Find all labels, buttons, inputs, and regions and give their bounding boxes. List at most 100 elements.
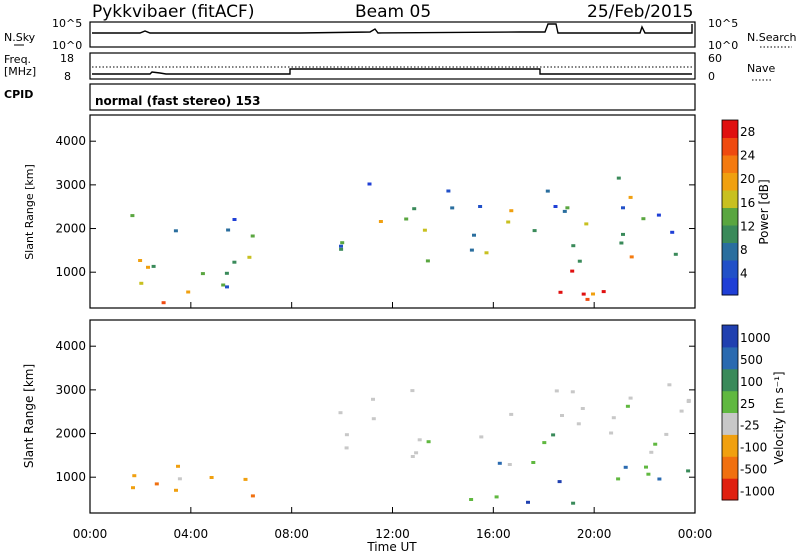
- velocity-colorbar: 1000 500 100 25 -25 -100 -500 -1000 Velocity [m…: [721, 324, 786, 501]
- velocity-echo-cell: [616, 477, 621, 481]
- velocity-echo-cell: [653, 442, 658, 446]
- date-label: 25/Feb/2015: [587, 2, 693, 22]
- velocity-echo-cell: [410, 455, 415, 458]
- velocity-echo-cell: [479, 435, 484, 439]
- power-echo-cell: [584, 222, 589, 226]
- power-echo-cell: [484, 251, 489, 255]
- velocity-colorbar-swatch: [722, 390, 738, 413]
- power-echo-cell: [577, 259, 582, 263]
- velocity-colorbar-swatch: [722, 368, 738, 392]
- time-x-axis: 00:00 04:00 08:00 12:00 16:00 20:00 00:00: [73, 302, 712, 541]
- radar-title: Pykkvibaer (fitACF): [92, 2, 254, 22]
- velocity-echo-cell: [243, 477, 248, 481]
- power-echo-cell: [558, 290, 563, 294]
- velocity-echo-cell: [628, 396, 633, 400]
- sky-panel: N.Sky 10^5 10^0 10^5 10^0 N.Search: [4, 17, 797, 52]
- power-echo-cell: [670, 230, 675, 234]
- power-echo-cell: [226, 228, 231, 232]
- velocity-echo-cell: [414, 451, 419, 455]
- nsky-tick-bottom: 10^0: [52, 39, 82, 52]
- velocity-echo-cell: [570, 390, 575, 394]
- beam-label: Beam 05: [355, 2, 431, 22]
- velocity-colorbar-ticks: 1000 500 100 25 -25 -100 -500 -1000: [740, 331, 775, 498]
- power-colorbar-swatch: [722, 137, 738, 156]
- x-tick-label: 08:00: [274, 527, 309, 541]
- power-colorbar-tick: 8: [740, 243, 748, 257]
- velocity-y-axis: 1000 2000 3000 4000: [55, 339, 695, 484]
- power-echo-cell: [621, 232, 625, 236]
- power-echo-cell: [200, 272, 205, 276]
- power-colorbar-swatch: [722, 155, 738, 173]
- velocity-colorbar-swatches: [721, 324, 739, 501]
- velocity-echo-cell: [507, 463, 512, 466]
- velocity-echo-cell: [611, 416, 616, 420]
- power-echo-cell: [446, 189, 451, 193]
- velocity-colorbar-tick: -100: [740, 441, 767, 455]
- power-colorbar-swatch: [722, 190, 738, 208]
- velocity-echo-cell: [609, 431, 614, 435]
- power-echo-cell: [601, 290, 606, 294]
- power-y-tick-label: 4000: [55, 134, 86, 148]
- velocity-echo-cell: [174, 488, 178, 492]
- power-echo-cell: [138, 259, 143, 262]
- power-echo-cell: [532, 229, 537, 233]
- power-echo-cell: [616, 176, 621, 180]
- cpid-panel: CPID normal (fast stereo) 153: [4, 83, 696, 111]
- power-colorbar-swatch: [722, 225, 738, 243]
- power-echo-cell: [641, 217, 646, 221]
- velocity-echo-cell: [371, 397, 375, 401]
- velocity-echo-cell: [667, 383, 672, 387]
- power-y-tick-label: 1000: [55, 265, 86, 279]
- velocity-y-axis-label: Slant Range [km]: [22, 364, 36, 468]
- power-colorbar: 4 8 12 16 20 24 28 Power [dB]: [721, 119, 771, 296]
- velocity-colorbar-tick: 500: [740, 353, 763, 367]
- power-colorbar-swatch: [722, 207, 738, 226]
- velocity-echo-cell: [531, 461, 536, 464]
- power-echo-cell: [478, 205, 483, 208]
- power-echo-cell: [673, 252, 678, 256]
- power-colorbar-tick: 4: [740, 267, 748, 281]
- power-echo-cell: [367, 182, 372, 186]
- velocity-echo-cell: [526, 500, 530, 504]
- velocity-echo-cell: [571, 501, 576, 505]
- velocity-echo-cell: [494, 495, 499, 499]
- velocity-echo-cell: [623, 465, 628, 469]
- x-tick-label: 20:00: [577, 527, 612, 541]
- nave-tick-bottom: 0: [708, 70, 715, 83]
- power-colorbar-swatch: [722, 260, 738, 278]
- nsearch-tick-top: 10^5: [708, 17, 738, 30]
- power-echo-cell: [224, 271, 229, 275]
- velocity-echo-cell: [542, 441, 547, 445]
- power-echo-cell: [412, 207, 417, 211]
- power-echo-cell: [425, 259, 430, 263]
- power-echo-cell: [509, 209, 514, 213]
- power-echo-cell: [422, 228, 427, 232]
- velocity-colorbar-label: Velocity [m s⁻¹]: [772, 371, 786, 464]
- power-colorbar-swatch: [722, 172, 738, 191]
- velocity-colorbar-swatch: [722, 434, 738, 457]
- freq-trace: [92, 68, 692, 75]
- velocity-colorbar-swatch: [722, 325, 738, 348]
- velocity-echo-cell: [154, 482, 159, 486]
- velocity-colorbar-tick: -500: [740, 462, 767, 476]
- power-colorbar-ticks: 4 8 12 16 20 24 28: [740, 125, 755, 281]
- nsky-trace: [92, 23, 693, 34]
- power-echo-cell: [339, 244, 343, 248]
- power-echo-cell: [621, 206, 625, 210]
- power-echo-cell: [469, 248, 474, 252]
- velocity-echo-cell: [371, 417, 376, 421]
- power-echo-cell: [139, 281, 144, 285]
- nsky-label: N.Sky: [4, 31, 36, 44]
- velocity-echo-cell: [644, 465, 648, 469]
- power-echo-cell: [232, 218, 237, 221]
- power-echo-cell: [585, 297, 590, 301]
- freq-tick-top: 18: [60, 52, 74, 65]
- velocity-echo-cell: [338, 411, 343, 415]
- velocity-echo-cell: [344, 433, 349, 437]
- velocity-colorbar-swatch: [722, 478, 738, 501]
- power-echo-cell: [221, 283, 226, 287]
- velocity-colorbar-tick: -1000: [740, 484, 775, 498]
- power-colorbar-label: Power [dB]: [757, 179, 771, 244]
- velocity-echo-cell: [657, 477, 662, 481]
